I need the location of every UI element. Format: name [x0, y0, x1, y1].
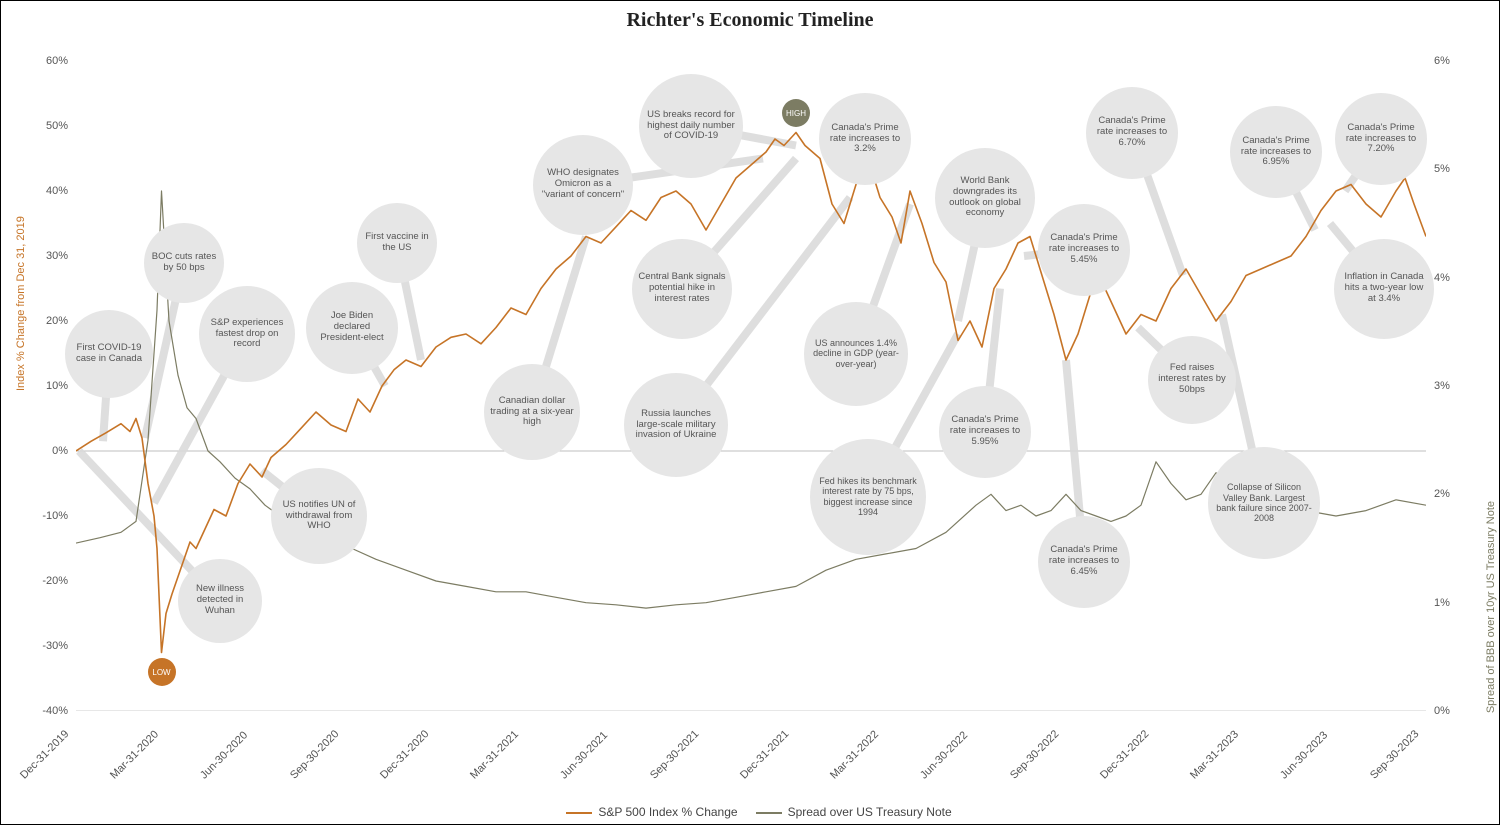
x-tick: Jun-30-2020 [198, 729, 250, 781]
x-tick: Jun-30-2022 [918, 729, 970, 781]
annotation-bubble: Canada's Prime rate increases to 7.20% [1335, 93, 1427, 185]
x-tick: Dec-31-2021 [738, 728, 791, 781]
y1-tick: 60% [46, 55, 68, 67]
annotation-bubble: US announces 1.4% decline in GDP (year-o… [804, 302, 908, 406]
y1-tick: -10% [42, 510, 68, 522]
y1-tick: -30% [42, 640, 68, 652]
plot-area: -40%-30%-20%-10%0%10%20%30%40%50%60%0%1%… [76, 61, 1426, 711]
annotation-bubble: Fed hikes its benchmark interest rate by… [810, 439, 926, 555]
y2-tick: 5% [1434, 163, 1450, 175]
y1-tick: 30% [46, 250, 68, 262]
annotation-bubble: Inflation in Canada hits a two-year low … [1334, 239, 1434, 339]
x-tick: Dec-31-2020 [378, 728, 431, 781]
annotation-bubble: Canada's Prime rate increases to 6.45% [1038, 516, 1130, 608]
y1-tick: 50% [46, 120, 68, 132]
y2-tick: 2% [1434, 488, 1450, 500]
y1-axis-label: Index % Change from Dec 31, 2019 [15, 216, 27, 391]
chart-title: Richter's Economic Timeline [1, 9, 1499, 32]
y1-tick: -40% [42, 705, 68, 717]
y2-tick: 6% [1434, 55, 1450, 67]
x-tick: Mar-31-2021 [468, 728, 521, 781]
annotation-bubble: New illness detected in Wuhan [178, 559, 262, 643]
x-tick: Sep-30-2023 [1368, 728, 1421, 781]
annotation-bubble: Canada's Prime rate increases to 6.95% [1230, 106, 1322, 198]
x-tick: Jun-30-2023 [1278, 729, 1330, 781]
annotation-bubble: Canadian dollar trading at a six-year hi… [484, 364, 580, 460]
y2-tick: 0% [1434, 705, 1450, 717]
legend-swatch [756, 812, 782, 814]
annotation-bubble: First vaccine in the US [357, 203, 437, 283]
legend: S&P 500 Index % Change Spread over US Tre… [1, 805, 1499, 819]
annotation-bubble: Fed raises interest rates by 50bps [1148, 336, 1236, 424]
y2-axis-label: Spread of BBB over 10yr US Treasury Note [1485, 501, 1497, 713]
annotation-bubble: Canada's Prime rate increases to 5.45% [1038, 204, 1130, 296]
annotation-bubble: US notifies UN of withdrawal from WHO [271, 468, 367, 564]
annotation-bubble: Joe Biden declared President-elect [306, 282, 398, 374]
annotation-bubble: Canada's Prime rate increases to 3.2% [819, 93, 911, 185]
y1-tick: 0% [52, 445, 68, 457]
x-tick: Sep-30-2022 [1008, 728, 1061, 781]
annotation-bubble: Central Bank signals potential hike in i… [632, 239, 732, 339]
x-tick: Mar-31-2020 [108, 728, 161, 781]
annotation-bubble: S&P experiences fastest drop on record [199, 286, 295, 382]
x-tick: Sep-30-2020 [288, 728, 341, 781]
y1-tick: 40% [46, 185, 68, 197]
x-tick: Dec-31-2019 [18, 728, 71, 781]
y2-tick: 4% [1434, 272, 1450, 284]
annotation-bubble: Canada's Prime rate increases to 5.95% [939, 386, 1031, 478]
x-tick: Mar-31-2023 [1188, 728, 1241, 781]
annotation-bubble: Russia launches large-scale military inv… [624, 373, 728, 477]
annotation-bubble: Canada's Prime rate increases to 6.70% [1086, 87, 1178, 179]
annotation-bubble: World Bank downgrades its outlook on glo… [935, 148, 1035, 248]
y2-tick: 3% [1434, 380, 1450, 392]
x-tick: Dec-31-2022 [1098, 728, 1151, 781]
annotation-bubble: WHO designates Omicron as a "variant of … [533, 135, 633, 235]
legend-label: S&P 500 Index % Change [598, 805, 737, 819]
annotation-bubble: BOC cuts rates by 50 bps [144, 223, 224, 303]
annotation-bubble: US breaks record for highest daily numbe… [639, 74, 743, 178]
y1-tick: 20% [46, 315, 68, 327]
x-tick: Sep-30-2021 [648, 728, 701, 781]
extreme-marker: LOW [148, 658, 176, 686]
legend-swatch [566, 812, 592, 814]
legend-label: Spread over US Treasury Note [788, 805, 952, 819]
extreme-marker: HIGH [782, 99, 810, 127]
x-tick: Mar-31-2022 [828, 728, 881, 781]
y2-tick: 1% [1434, 597, 1450, 609]
x-tick: Jun-30-2021 [558, 729, 610, 781]
y1-tick: -20% [42, 575, 68, 587]
annotation-bubble: First COVID-19 case in Canada [65, 310, 153, 398]
annotation-bubble: Collapse of Silicon Valley Bank. Largest… [1208, 447, 1320, 559]
y1-tick: 10% [46, 380, 68, 392]
